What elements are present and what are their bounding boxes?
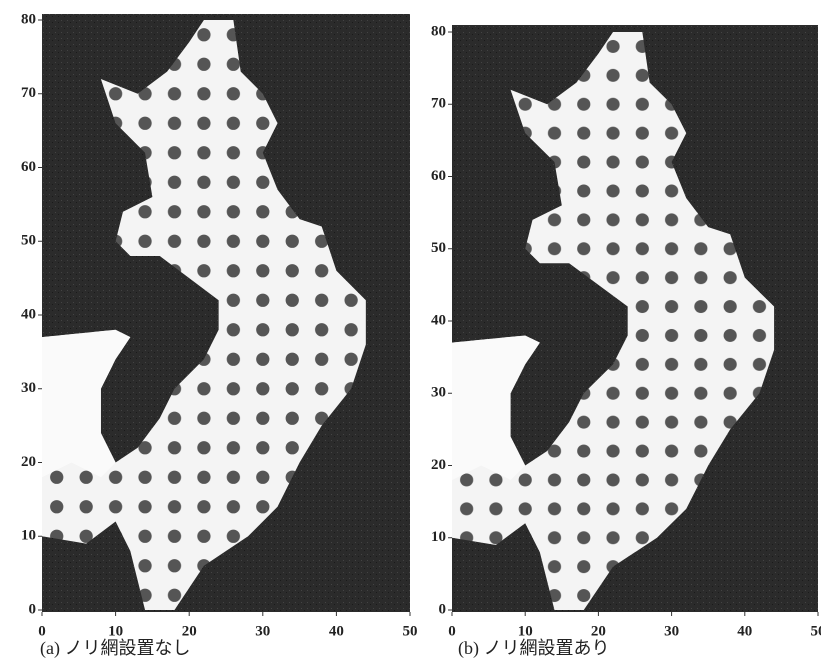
y-tick-label: 80 xyxy=(431,23,446,39)
y-tick-label: 20 xyxy=(431,457,446,473)
y-tick-label: 50 xyxy=(21,233,36,249)
y-tick-label: 40 xyxy=(431,312,446,328)
x-tick-label: 0 xyxy=(38,623,46,639)
x-tick-label: 30 xyxy=(255,623,270,639)
x-tick-label: 40 xyxy=(737,623,752,639)
x-tick-label: 10 xyxy=(108,623,123,639)
y-tick-label: 70 xyxy=(431,96,446,112)
y-tick-label: 30 xyxy=(431,385,446,401)
y-tick-label: 30 xyxy=(21,380,36,396)
caption: (b) ノリ網設置あり xyxy=(458,638,610,659)
y-tick-label: 70 xyxy=(21,85,36,101)
caption: (a) ノリ網設置なし xyxy=(40,638,190,659)
y-tick-label: 50 xyxy=(431,240,446,256)
y-tick-label: 60 xyxy=(21,159,36,175)
x-tick-label: 10 xyxy=(518,623,533,639)
y-tick-label: 20 xyxy=(21,454,36,470)
y-tick-label: 10 xyxy=(21,528,36,544)
x-tick-label: 20 xyxy=(591,623,606,639)
x-tick-label: 0 xyxy=(448,623,456,639)
y-tick-label: 40 xyxy=(21,306,36,322)
x-tick-label: 40 xyxy=(329,623,344,639)
x-tick-label: 30 xyxy=(664,623,679,639)
x-tick-label: 20 xyxy=(182,623,197,639)
y-tick-label: 0 xyxy=(29,601,37,617)
y-tick-label: 0 xyxy=(439,601,447,617)
x-tick-label: 50 xyxy=(811,623,821,639)
x-tick-label: 50 xyxy=(403,623,418,639)
y-tick-label: 60 xyxy=(431,168,446,184)
y-tick-label: 10 xyxy=(431,529,446,545)
y-tick-label: 80 xyxy=(21,11,36,27)
